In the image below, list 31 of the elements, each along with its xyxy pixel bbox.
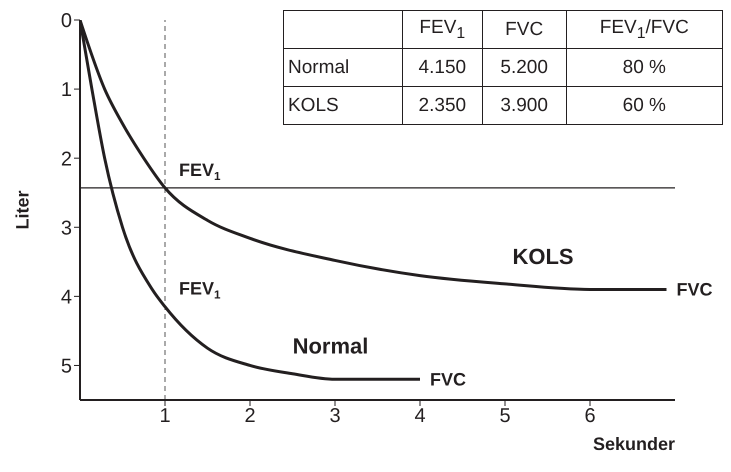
series-label: Normal: [292, 334, 368, 359]
annotation: 60 %: [622, 94, 666, 116]
x-tick-label: 1: [159, 405, 171, 428]
y-axis-title: Liter: [12, 190, 32, 230]
annotation: 5.200: [500, 56, 548, 78]
y-tick-label: 1: [60, 79, 72, 102]
y-tick-label: 5: [60, 356, 72, 378]
y-tick-label: 0: [60, 10, 72, 32]
series-label: KOLS: [512, 244, 574, 269]
annotation: FVC: [505, 18, 544, 40]
x-tick-label: 3: [329, 405, 341, 428]
y-tick-label: 3: [60, 217, 72, 240]
annotation: Normal: [288, 56, 350, 78]
annotation: FEV$_{1}$/FVC: [600, 16, 689, 42]
x-axis-title: Sekunder: [592, 434, 675, 454]
x-tick-label: 6: [584, 405, 596, 428]
x-tick-label: 5: [499, 405, 511, 428]
annotation: FVC: [676, 279, 712, 300]
annotation: FEV$_{1}$: [179, 160, 222, 182]
annotation: KOLS: [288, 94, 339, 116]
annotation: 3.900: [500, 94, 548, 116]
x-tick-label: 4: [414, 405, 426, 428]
annotation: 4.150: [418, 56, 466, 78]
y-tick-label: 2: [60, 148, 72, 170]
annotation: FEV$_{1}$: [419, 16, 466, 42]
annotation: 80 %: [622, 56, 666, 78]
annotation: 2.350: [418, 94, 466, 116]
annotation: FVC: [430, 369, 466, 390]
x-tick-label: 2: [244, 405, 256, 428]
annotation: FEV$_{1}$: [179, 278, 222, 302]
y-tick-label: 4: [60, 286, 72, 308]
